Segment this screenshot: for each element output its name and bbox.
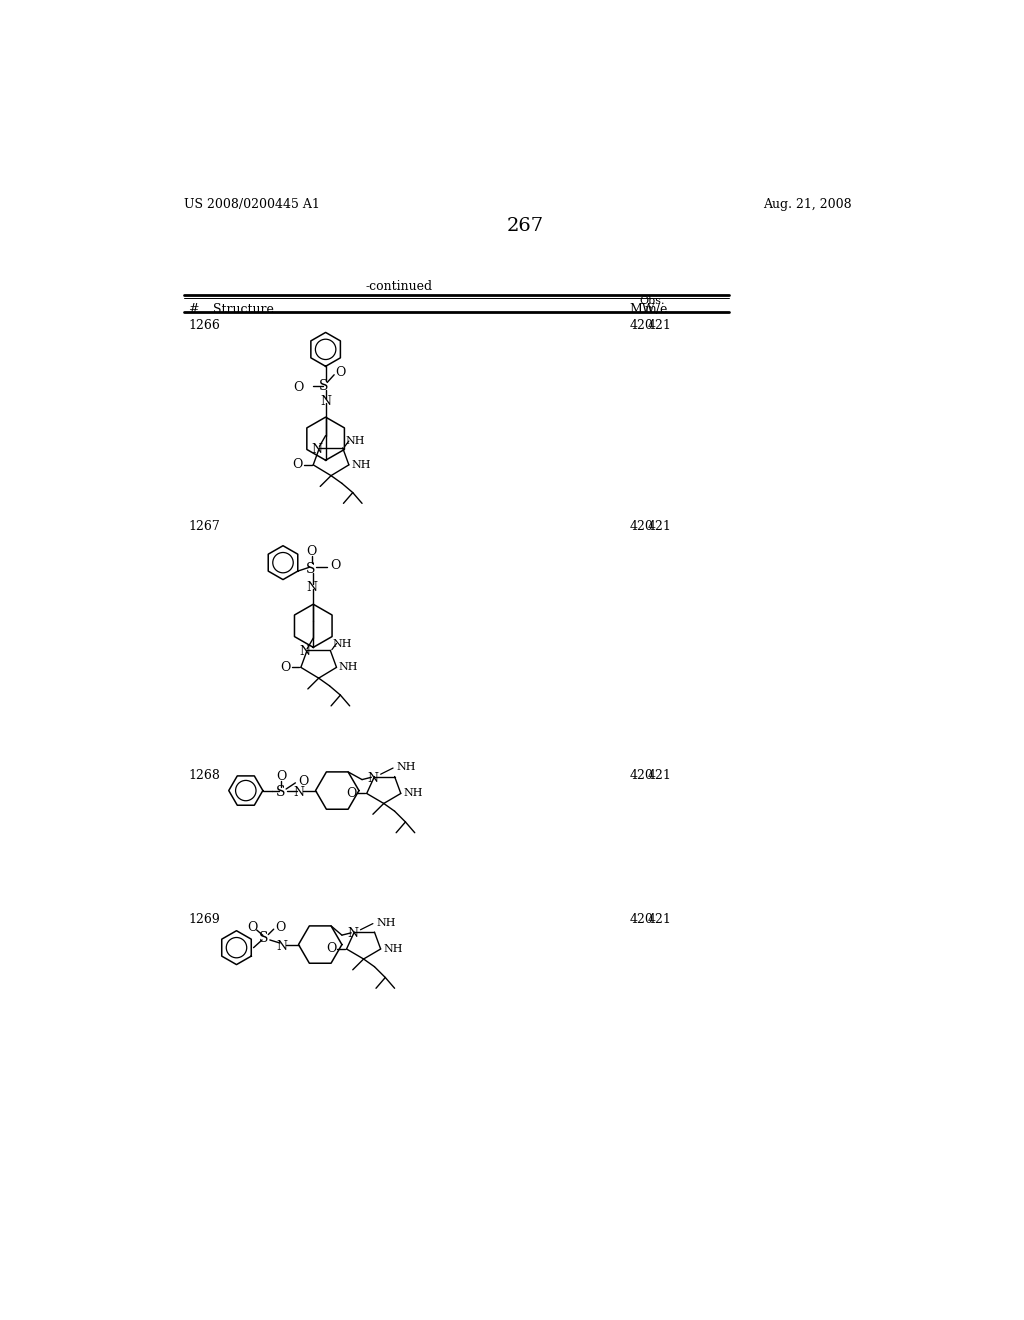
Text: O: O bbox=[294, 380, 304, 393]
Text: O: O bbox=[326, 942, 336, 956]
Text: US 2008/0200445 A1: US 2008/0200445 A1 bbox=[183, 198, 319, 211]
Text: NH: NH bbox=[339, 663, 358, 672]
Text: O: O bbox=[306, 545, 316, 558]
Text: N: N bbox=[293, 785, 304, 799]
Text: 421: 421 bbox=[648, 520, 672, 533]
Text: Aug. 21, 2008: Aug. 21, 2008 bbox=[764, 198, 852, 211]
Text: 420: 420 bbox=[630, 520, 653, 533]
Text: NH: NH bbox=[351, 459, 371, 470]
Text: S: S bbox=[318, 379, 328, 393]
Text: NH: NH bbox=[396, 762, 416, 772]
Text: O: O bbox=[275, 921, 286, 935]
Text: m/e: m/e bbox=[645, 304, 669, 317]
Text: 421: 421 bbox=[648, 770, 672, 781]
Text: O: O bbox=[335, 366, 345, 379]
Text: MW: MW bbox=[630, 304, 655, 317]
Text: NH: NH bbox=[383, 944, 402, 954]
Text: N: N bbox=[299, 645, 310, 659]
Text: 1266: 1266 bbox=[188, 318, 220, 331]
Text: 420: 420 bbox=[630, 318, 653, 331]
Text: N: N bbox=[321, 395, 331, 408]
Text: 267: 267 bbox=[506, 216, 544, 235]
Text: O: O bbox=[331, 560, 341, 573]
Text: #: # bbox=[188, 304, 199, 317]
Text: NH: NH bbox=[345, 437, 365, 446]
Text: S: S bbox=[275, 785, 286, 799]
Text: NH: NH bbox=[376, 917, 395, 928]
Text: Obs.: Obs. bbox=[640, 296, 665, 306]
Text: N: N bbox=[306, 581, 317, 594]
Text: 1269: 1269 bbox=[188, 913, 220, 927]
Text: -continued: -continued bbox=[366, 280, 433, 293]
Text: 420: 420 bbox=[630, 913, 653, 927]
Text: NH: NH bbox=[403, 788, 423, 799]
Text: N: N bbox=[347, 927, 358, 940]
Text: 421: 421 bbox=[648, 913, 672, 927]
Text: Structure: Structure bbox=[213, 304, 274, 317]
Text: S: S bbox=[259, 932, 268, 945]
Text: N: N bbox=[311, 444, 323, 455]
Text: O: O bbox=[281, 661, 291, 675]
Text: O: O bbox=[299, 775, 309, 788]
Text: O: O bbox=[247, 921, 257, 935]
Text: N: N bbox=[368, 772, 379, 784]
Text: 1268: 1268 bbox=[188, 770, 220, 781]
Text: O: O bbox=[293, 458, 303, 471]
Text: 420: 420 bbox=[630, 770, 653, 781]
Text: N: N bbox=[275, 940, 287, 953]
Text: 1267: 1267 bbox=[188, 520, 220, 533]
Text: NH: NH bbox=[333, 639, 352, 649]
Text: O: O bbox=[346, 787, 356, 800]
Text: O: O bbox=[276, 770, 287, 783]
Text: 421: 421 bbox=[648, 318, 672, 331]
Text: S: S bbox=[305, 562, 315, 576]
